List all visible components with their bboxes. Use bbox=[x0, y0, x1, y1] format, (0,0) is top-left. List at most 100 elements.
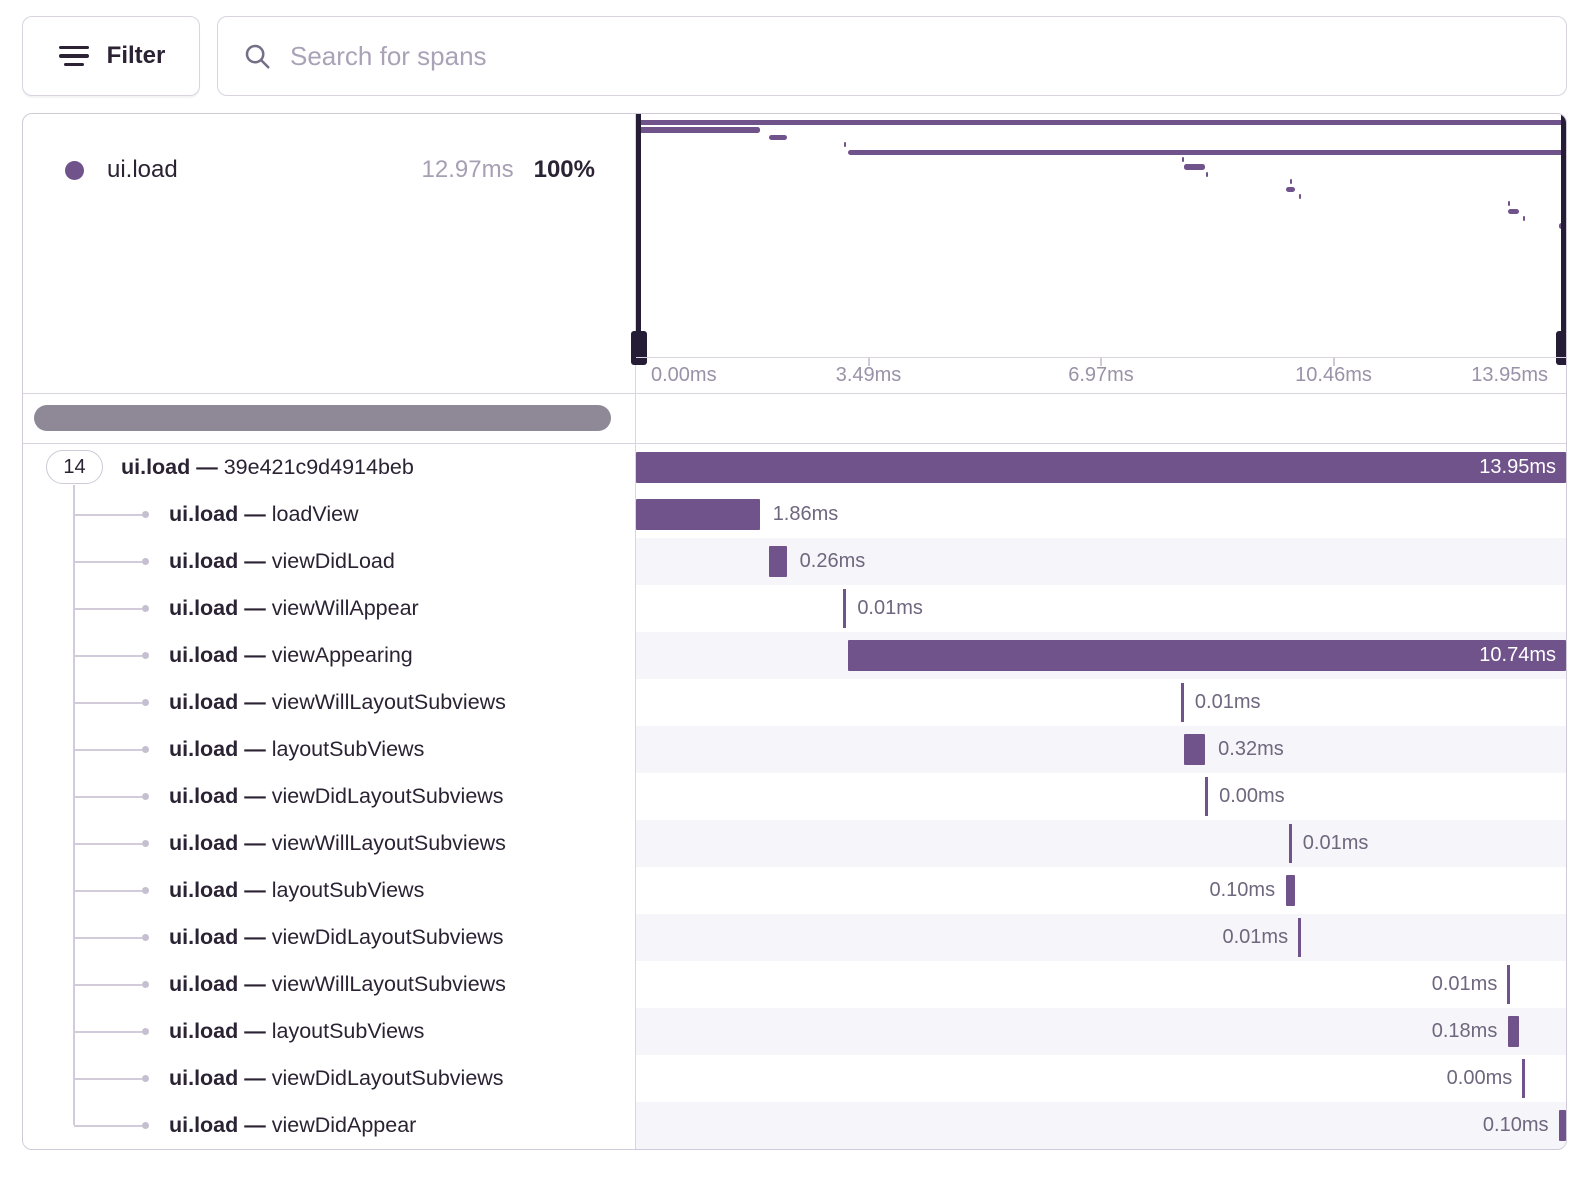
span-title: ui.load — viewDidLoad bbox=[169, 549, 395, 573]
span-row[interactable]: ui.load — viewWillLayoutSubviews 0.01ms bbox=[23, 820, 1566, 867]
span-duration-label: 0.01ms bbox=[1194, 691, 1261, 713]
minimap-left-grip[interactable] bbox=[630, 331, 647, 365]
span-row[interactable]: ui.load — viewAppearing 10.74ms bbox=[23, 632, 1566, 679]
minimap-span-row bbox=[636, 200, 1566, 207]
span-bar-cell[interactable]: 10.74ms bbox=[636, 632, 1566, 679]
minimap-span-row bbox=[636, 163, 1566, 170]
span-title: ui.load — viewWillAppear bbox=[169, 596, 419, 620]
span-tree-cell: 14 ui.load — 39e421c9d4914beb bbox=[23, 444, 636, 491]
span-bar-cell[interactable]: 0.00ms bbox=[636, 1055, 1566, 1102]
tree-connector-dot bbox=[142, 558, 149, 565]
span-title: ui.load — viewWillLayoutSubviews bbox=[169, 690, 506, 714]
span-bar-cell[interactable]: 0.01ms bbox=[636, 914, 1566, 961]
child-count-badge[interactable]: 14 bbox=[46, 450, 103, 484]
minimap-span-row bbox=[636, 171, 1566, 178]
span-bar bbox=[1286, 875, 1296, 906]
span-tick bbox=[1205, 777, 1209, 816]
span-bar-cell[interactable]: 0.01ms bbox=[636, 679, 1566, 726]
span-duration-label: 0.01ms bbox=[1222, 926, 1289, 948]
span-row[interactable]: ui.load — layoutSubViews 0.10ms bbox=[23, 867, 1566, 914]
minimap-span-row bbox=[636, 134, 1566, 141]
minimap-span-bar bbox=[1508, 201, 1511, 207]
span-bar bbox=[1183, 734, 1206, 765]
span-title: ui.load — viewWillLayoutSubviews bbox=[169, 831, 506, 855]
span-bar-cell[interactable]: 0.01ms bbox=[636, 961, 1566, 1008]
minimap-span-bar bbox=[1206, 171, 1209, 177]
tree-connector-line bbox=[74, 936, 142, 939]
span-row[interactable]: ui.load — viewDidLayoutSubviews 0.00ms bbox=[23, 1055, 1566, 1102]
minimap-span-bar bbox=[1299, 193, 1302, 200]
span-duration-label: 1.86ms bbox=[772, 503, 839, 525]
minimap-span-row bbox=[636, 149, 1566, 156]
span-row[interactable]: ui.load — viewDidAppear 0.10ms bbox=[23, 1102, 1566, 1149]
minimap-right-grip[interactable] bbox=[1555, 331, 1566, 365]
span-tree-cell: ui.load — viewDidLayoutSubviews bbox=[23, 773, 636, 820]
time-axis: 0.00ms 3.49ms 6.97ms 10.46ms 13.95ms bbox=[636, 357, 1566, 393]
tree-connector-dot bbox=[142, 1075, 149, 1082]
span-bar-cell[interactable]: 0.18ms bbox=[636, 1008, 1566, 1055]
tree-connector-dot bbox=[142, 652, 149, 659]
span-row[interactable]: ui.load — loadView 1.86ms bbox=[23, 491, 1566, 538]
search-input[interactable] bbox=[290, 40, 1566, 72]
span-tree-cell: ui.load — viewWillLayoutSubviews bbox=[23, 679, 636, 726]
span-row[interactable]: ui.load — viewDidLayoutSubviews 0.01ms bbox=[23, 914, 1566, 961]
span-row[interactable]: ui.load — viewWillLayoutSubviews 0.01ms bbox=[23, 961, 1566, 1008]
span-tree-cell: ui.load — layoutSubViews bbox=[23, 1008, 636, 1055]
minimap-left-handle[interactable] bbox=[630, 114, 647, 365]
span-title: ui.load — layoutSubViews bbox=[169, 737, 425, 761]
span-bar-cell[interactable]: 0.32ms bbox=[636, 726, 1566, 773]
tree-connector-line bbox=[74, 889, 142, 892]
minimap-span-row bbox=[636, 126, 1566, 133]
tree-connector-dot bbox=[142, 605, 149, 612]
minimap-span-bar bbox=[1523, 216, 1526, 222]
span-row[interactable]: 14 ui.load — 39e421c9d4914beb 13.95ms bbox=[23, 444, 1566, 491]
axis-label-0: 0.00ms bbox=[651, 364, 717, 386]
tree-scrollbar-thumb[interactable] bbox=[34, 405, 611, 431]
span-row[interactable]: ui.load — layoutSubViews 0.32ms bbox=[23, 726, 1566, 773]
axis-tick-mark bbox=[1100, 358, 1102, 366]
span-row[interactable]: ui.load — viewWillAppear 0.01ms bbox=[23, 585, 1566, 632]
tree-scrollbar-track[interactable] bbox=[23, 394, 636, 443]
tree-connector-line bbox=[74, 795, 142, 798]
minimap-right-handle[interactable] bbox=[1555, 114, 1566, 365]
tree-connector-dot bbox=[142, 746, 149, 753]
span-tick bbox=[843, 589, 847, 628]
minimap-span-row bbox=[636, 193, 1566, 200]
span-bar-cell[interactable]: 1.86ms bbox=[636, 491, 1566, 538]
span-title: ui.load — viewDidLayoutSubviews bbox=[169, 784, 504, 808]
span-row[interactable]: ui.load — viewWillLayoutSubviews 0.01ms bbox=[23, 679, 1566, 726]
search-icon bbox=[245, 44, 270, 69]
span-bar-cell[interactable]: 0.01ms bbox=[636, 820, 1566, 867]
tree-vertical-line bbox=[73, 485, 75, 1125]
span-title: ui.load — viewAppearing bbox=[169, 643, 413, 667]
axis-tick-mark bbox=[867, 358, 870, 366]
span-duration-label: 0.26ms bbox=[799, 550, 866, 572]
trace-minimap[interactable] bbox=[630, 114, 1566, 365]
span-bar-cell[interactable]: 0.26ms bbox=[636, 538, 1566, 585]
filter-button[interactable]: Filter bbox=[22, 16, 200, 96]
span-tree-cell: ui.load — viewWillLayoutSubviews bbox=[23, 961, 636, 1008]
tree-connector-line bbox=[74, 1077, 142, 1080]
span-bar bbox=[636, 499, 760, 530]
span-title: ui.load — 39e421c9d4914beb bbox=[121, 455, 414, 479]
span-title: ui.load — layoutSubViews bbox=[169, 1019, 425, 1043]
axis-spacer bbox=[23, 357, 636, 393]
span-tick bbox=[1288, 824, 1292, 863]
minimap-span-bar bbox=[848, 149, 1566, 155]
span-tree-cell: ui.load — viewDidLayoutSubviews bbox=[23, 914, 636, 961]
span-bar-cell[interactable]: 0.01ms bbox=[636, 585, 1566, 632]
span-bar-cell[interactable]: 13.95ms bbox=[636, 444, 1566, 491]
span-tree-cell: ui.load — layoutSubViews bbox=[23, 726, 636, 773]
span-bar-cell[interactable]: 0.10ms bbox=[636, 1102, 1566, 1149]
search-box[interactable] bbox=[217, 16, 1567, 96]
minimap-span-bar bbox=[768, 134, 787, 140]
minimap-span-row bbox=[636, 178, 1566, 185]
span-bar-cell[interactable]: 0.10ms bbox=[636, 867, 1566, 914]
trace-panel: ui.load 12.97ms 100% 0.00ms 3.49ms 6.97m… bbox=[22, 113, 1567, 1150]
span-row[interactable]: ui.load — viewDidLayoutSubviews 0.00ms bbox=[23, 773, 1566, 820]
span-row[interactable]: ui.load — layoutSubViews 0.18ms bbox=[23, 1008, 1566, 1055]
span-bar-cell[interactable]: 0.00ms bbox=[636, 773, 1566, 820]
span-row[interactable]: ui.load — viewDidLoad 0.26ms bbox=[23, 538, 1566, 585]
op-color-dot bbox=[65, 160, 84, 180]
axis-label-3: 10.46ms bbox=[1295, 364, 1372, 386]
